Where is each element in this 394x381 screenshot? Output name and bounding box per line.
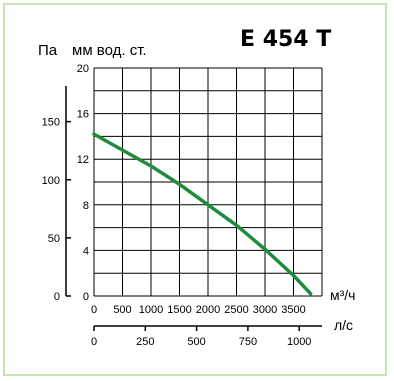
performance-curve xyxy=(92,132,313,296)
x-tick-label-m3h: 3000 xyxy=(253,304,277,316)
y-tick-label-mm: 8 xyxy=(83,200,89,212)
x-tick-label-ls: 750 xyxy=(239,336,257,348)
y-tick-label-mm: 20 xyxy=(77,63,89,75)
x-tick-label-ls: 250 xyxy=(136,336,154,348)
x-tick-label-m3h: 2000 xyxy=(196,304,220,316)
x-tick-label-m3h: 3500 xyxy=(281,304,305,316)
x-tick-label-ls: 0 xyxy=(91,336,97,348)
x-tick-label-m3h: 0 xyxy=(91,304,97,316)
x-tick-label-m3h: 1500 xyxy=(167,304,191,316)
x-tick-label-m3h: 2500 xyxy=(224,304,248,316)
y-tick-label-pa: 50 xyxy=(48,233,60,245)
x-tick-label-ls: 1000 xyxy=(287,336,311,348)
chart-title: E 454 T xyxy=(240,27,331,52)
y-tick-label-mm: 12 xyxy=(77,154,89,166)
chart-frame xyxy=(3,3,387,376)
x-unit-top: м³/ч xyxy=(330,287,355,303)
y-unit-mm: мм вод. ст. xyxy=(72,42,147,59)
y-tick-label-pa: 150 xyxy=(42,117,60,129)
y-tick-label-pa: 100 xyxy=(42,175,60,187)
x-tick-label-m3h: 500 xyxy=(113,304,131,316)
x-tick-label-ls: 500 xyxy=(187,336,205,348)
y-tick-label-mm: 16 xyxy=(77,109,89,121)
y-tick-label-mm: 0 xyxy=(83,291,89,303)
y-tick-label-mm: 4 xyxy=(83,245,89,257)
y-tick-label-pa: 0 xyxy=(54,291,60,303)
x-unit-bottom: л/с xyxy=(334,317,353,333)
x-tick-label-m3h: 1000 xyxy=(139,304,163,316)
y-unit-pa: Па xyxy=(38,42,58,59)
